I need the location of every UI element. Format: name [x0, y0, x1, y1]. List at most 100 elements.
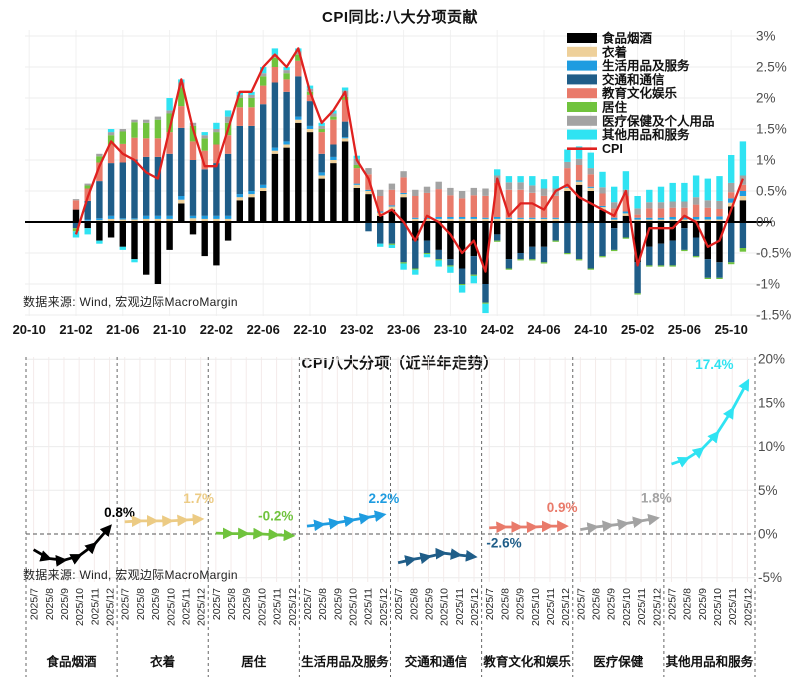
month-tick-label: 2025/10 — [712, 588, 724, 626]
bar-segment — [739, 200, 747, 222]
bar-segment — [587, 152, 594, 169]
bar-segment — [330, 156, 337, 160]
legend-label: 医疗保健及个人用品 — [602, 113, 715, 128]
bar-segment — [575, 146, 583, 159]
bar-segment — [470, 218, 477, 222]
bar-segment — [341, 141, 349, 222]
bar-segment — [599, 256, 606, 258]
bar-segment — [739, 184, 747, 191]
bar-segment — [377, 196, 384, 212]
trend-line — [215, 527, 296, 542]
bar-segment — [96, 162, 103, 182]
trend-line — [32, 524, 112, 567]
bar-segment — [318, 153, 325, 173]
bar-segment — [224, 135, 232, 154]
bar-segment — [564, 161, 571, 169]
bar-segment — [470, 275, 477, 284]
month-tick-label: 2025/10 — [530, 588, 542, 626]
bar-segment — [587, 268, 594, 270]
bar-segment — [189, 222, 197, 235]
bar-segment — [657, 219, 665, 222]
bar-segment — [306, 129, 314, 133]
bar-segment — [295, 116, 302, 120]
bar-segment — [692, 197, 700, 205]
bottom-gridlines — [26, 357, 755, 582]
bar-segment — [482, 303, 489, 314]
legend-swatch — [567, 74, 597, 85]
month-tick-label: 2025/8 — [44, 588, 56, 620]
legend-label: 生活用品及服务 — [602, 58, 690, 73]
bar-segment — [318, 122, 325, 126]
bar-segment — [201, 150, 208, 170]
bar-segment — [716, 262, 723, 278]
bar-segment — [143, 215, 150, 219]
month-tick-label: 2025/8 — [591, 588, 603, 620]
bar-segment — [552, 217, 559, 219]
bar-segment — [728, 202, 735, 207]
bar-segment — [646, 219, 653, 222]
bar-segment — [236, 200, 243, 222]
bar-segment — [306, 132, 314, 222]
bar-segment — [143, 222, 150, 275]
bar-segment — [540, 217, 548, 219]
month-tick-label: 2025/11 — [636, 588, 648, 625]
bar-segment — [154, 119, 162, 139]
legend-label: 教育文化娱乐 — [601, 86, 678, 101]
bar-segment — [622, 171, 630, 190]
bar-segment — [587, 174, 594, 187]
trend-panel-生活用品及服务: 2.2% 2025/7 2025/8 2025/9 2025/10 2025/11 2025… — [301, 491, 399, 669]
bar-segment — [458, 222, 466, 269]
bar-segment — [458, 285, 466, 293]
bar-segment — [201, 135, 208, 139]
bar-segment — [353, 165, 360, 169]
bar-segment — [728, 206, 735, 222]
bar-segment — [529, 176, 536, 186]
panel-title: 教育文化和娱乐 — [482, 654, 571, 669]
end-value-label: 2.2% — [369, 491, 400, 506]
bar-segment — [295, 76, 302, 117]
bar-segment — [119, 129, 126, 132]
x-tick-label: 24-10 — [574, 322, 607, 337]
bar-segment — [306, 85, 314, 89]
bar-segment — [178, 203, 185, 222]
bar-segment — [248, 98, 255, 108]
bar-segment — [540, 188, 548, 196]
bar-segment — [248, 94, 255, 98]
bar-segment — [236, 94, 243, 98]
y-tick-label: 15% — [758, 395, 785, 410]
bar-segment — [72, 200, 80, 210]
bar-segment — [692, 217, 700, 220]
month-tick-label: 2025/12 — [651, 588, 663, 626]
bar-segment — [201, 222, 208, 257]
bar-segment — [482, 196, 489, 218]
bar-segment — [248, 194, 255, 198]
bar-segment — [552, 218, 559, 222]
bar-segment — [154, 215, 162, 219]
bar-segment — [154, 138, 162, 157]
bar-segment — [224, 215, 232, 219]
bar-segment — [575, 222, 583, 260]
bar-segment — [388, 206, 396, 210]
bar-series-交通和通信 — [72, 76, 747, 303]
bar-segment — [634, 196, 641, 209]
bar-segment — [341, 137, 349, 139]
bar-segment — [96, 153, 103, 157]
bar-segment — [283, 79, 290, 92]
bar-segment — [388, 189, 396, 206]
cpi-line — [74, 47, 744, 273]
bar-segment — [540, 179, 548, 189]
bar-segment — [657, 222, 665, 244]
trend-line — [671, 378, 750, 468]
bar-segment — [295, 122, 302, 222]
bar-segment — [599, 205, 606, 208]
bar-segment — [131, 222, 138, 260]
cpi-categories-trend-chart: 0.8%2025/7 2025/8 2025/9 2025/10 2025/11 2025… — [25, 352, 785, 677]
bar-segment — [388, 183, 396, 190]
bar-segment — [213, 218, 220, 222]
bar-segment — [552, 222, 559, 241]
bar-segment — [423, 186, 431, 193]
bar-segment — [377, 189, 384, 196]
bar-segment — [131, 219, 138, 222]
bar-segment — [517, 218, 524, 222]
legend-label: CPI — [602, 142, 623, 156]
